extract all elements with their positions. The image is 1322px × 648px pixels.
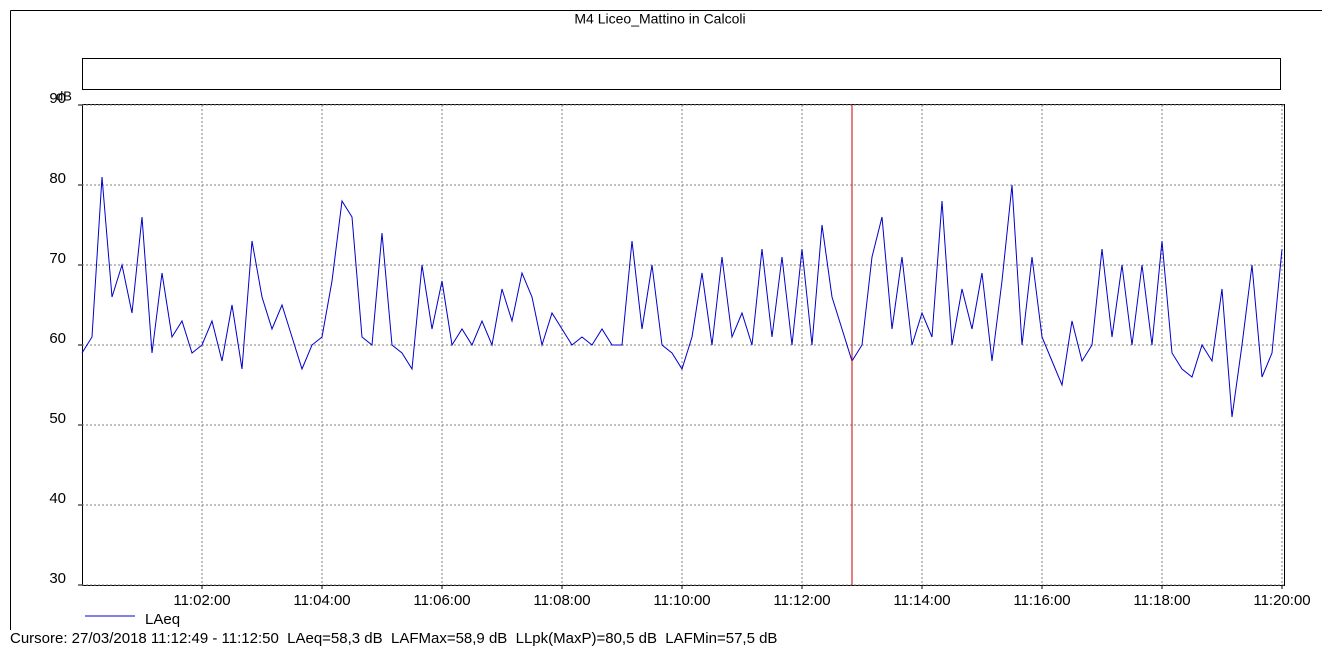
x-tick-label: 11:20:00: [1253, 592, 1310, 609]
x-tick-label: 11:18:00: [1133, 592, 1190, 609]
x-tick-label: 11:06:00: [413, 592, 470, 609]
x-tick-label: 11:12:00: [773, 592, 830, 609]
x-tick-label: 11:10:00: [653, 592, 710, 609]
y-tick-label: 80: [49, 170, 66, 187]
x-tick-label: 11:14:00: [893, 592, 950, 609]
x-tick-label: 11:08:00: [533, 592, 590, 609]
x-tick-label: 11:04:00: [293, 592, 350, 609]
y-tick-label: 30: [49, 570, 66, 587]
y-tick-label: 70: [49, 250, 66, 267]
chart-title: M4 Liceo_Mattino in Calcoli: [574, 11, 745, 27]
cursor-readout: Cursore: 27/03/2018 11:12:49 - 11:12:50 …: [10, 630, 777, 647]
y-tick-label: 40: [49, 490, 66, 507]
info-box: [82, 58, 1281, 90]
y-axis-label: dB: [56, 88, 72, 103]
x-tick-label: 11:16:00: [1013, 592, 1070, 609]
legend-label: LAeq: [145, 611, 180, 628]
y-tick-label: 60: [49, 330, 66, 347]
y-tick-label: 50: [49, 410, 66, 427]
data-line: [81, 176, 1283, 418]
y-tick-label: 90: [49, 90, 66, 107]
x-tick-label: 11:02:00: [173, 592, 230, 609]
